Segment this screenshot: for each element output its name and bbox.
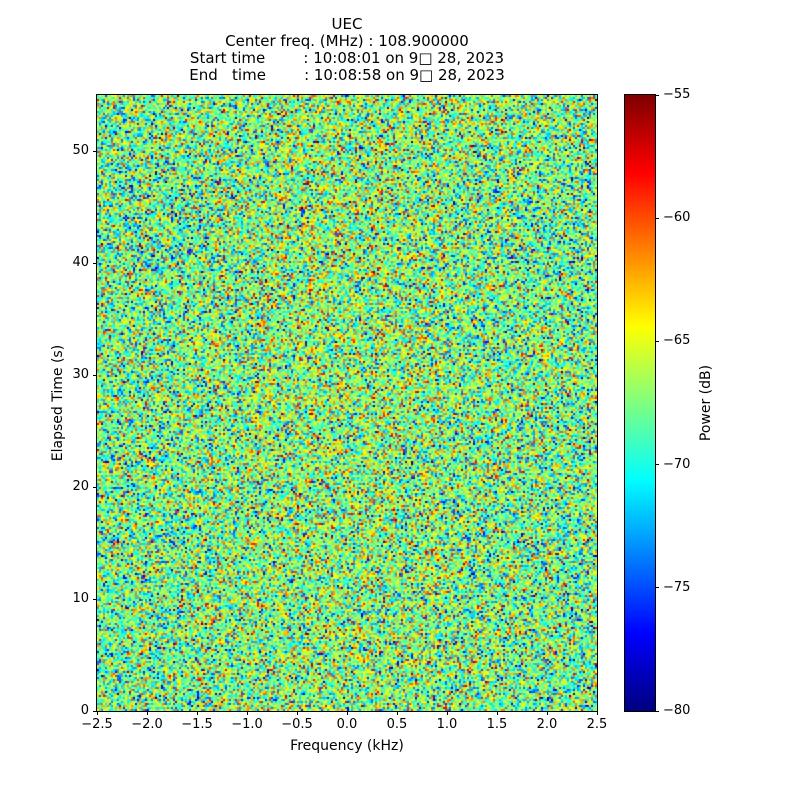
- x-tick-label: 1.5: [486, 717, 508, 732]
- colorbar-tick-label: −70: [663, 456, 691, 472]
- colorbar-tick-mark: [655, 710, 659, 712]
- colorbar-tick-mark: [655, 340, 659, 342]
- x-tick-label: 1.0: [436, 717, 458, 732]
- y-axis-label: Elapsed Time (s): [50, 344, 66, 462]
- y-tick-label: 40: [72, 255, 89, 270]
- x-tick-label: 2.0: [536, 717, 558, 732]
- x-tick-label: −1.5: [181, 717, 213, 732]
- x-tick-label: −2.5: [81, 717, 113, 732]
- y-tick-mark: [93, 598, 97, 600]
- y-tick-label: 10: [72, 591, 89, 606]
- x-tick-mark: [346, 711, 348, 715]
- colorbar-tick-label: −60: [663, 210, 691, 226]
- colorbar-tick-label: −80: [663, 703, 691, 718]
- x-tick-mark: [396, 711, 398, 715]
- x-tick-label: −0.5: [281, 717, 313, 732]
- y-tick-label: 20: [72, 479, 89, 494]
- x-tick-label: 0.5: [386, 717, 408, 732]
- colorbar-tick-mark: [655, 217, 659, 219]
- x-tick-label: 0.0: [336, 717, 358, 732]
- x-tick-mark: [446, 711, 448, 715]
- x-tick-mark: [196, 711, 198, 715]
- y-tick-mark: [93, 150, 97, 152]
- y-tick-label: 0: [80, 703, 89, 718]
- x-tick-mark: [546, 711, 548, 715]
- colorbar-tick-mark: [655, 94, 659, 96]
- colorbar-canvas: [625, 95, 655, 711]
- x-tick-mark: [246, 711, 248, 715]
- colorbar-tick-label: −55: [663, 87, 691, 102]
- spectrogram-heatmap-canvas: [97, 95, 597, 711]
- x-tick-mark: [96, 711, 98, 715]
- y-tick-mark: [93, 486, 97, 488]
- x-tick-mark: [496, 711, 498, 715]
- x-tick-label: −1.0: [231, 717, 263, 732]
- colorbar-label: Power (dB): [698, 364, 714, 442]
- x-tick-label: −2.0: [131, 717, 163, 732]
- x-tick-mark: [596, 711, 598, 715]
- colorbar-tick-label: −65: [663, 333, 691, 349]
- y-tick-mark: [93, 710, 97, 712]
- y-tick-mark: [93, 374, 97, 376]
- x-tick-mark: [146, 711, 148, 715]
- colorbar-tick-label: −75: [663, 579, 691, 595]
- colorbar-frame: [624, 94, 656, 712]
- y-tick-label: 30: [72, 367, 89, 382]
- start-time-line: Start time : 10:08:01 on 9□ 28, 2023: [189, 49, 505, 67]
- center-frequency-line: Center freq. (MHz) : 108.900000: [225, 32, 469, 50]
- chart-title: UEC: [331, 15, 363, 33]
- x-tick-mark: [296, 711, 298, 715]
- y-tick-mark: [93, 262, 97, 264]
- x-axis-label: Frequency (kHz): [290, 738, 404, 754]
- colorbar-tick-mark: [655, 464, 659, 466]
- end-time-line: End time : 10:08:58 on 9□ 28, 2023: [189, 66, 505, 84]
- colorbar-tick-mark: [655, 587, 659, 589]
- x-tick-label: 2.5: [586, 717, 608, 732]
- y-tick-label: 50: [72, 143, 89, 158]
